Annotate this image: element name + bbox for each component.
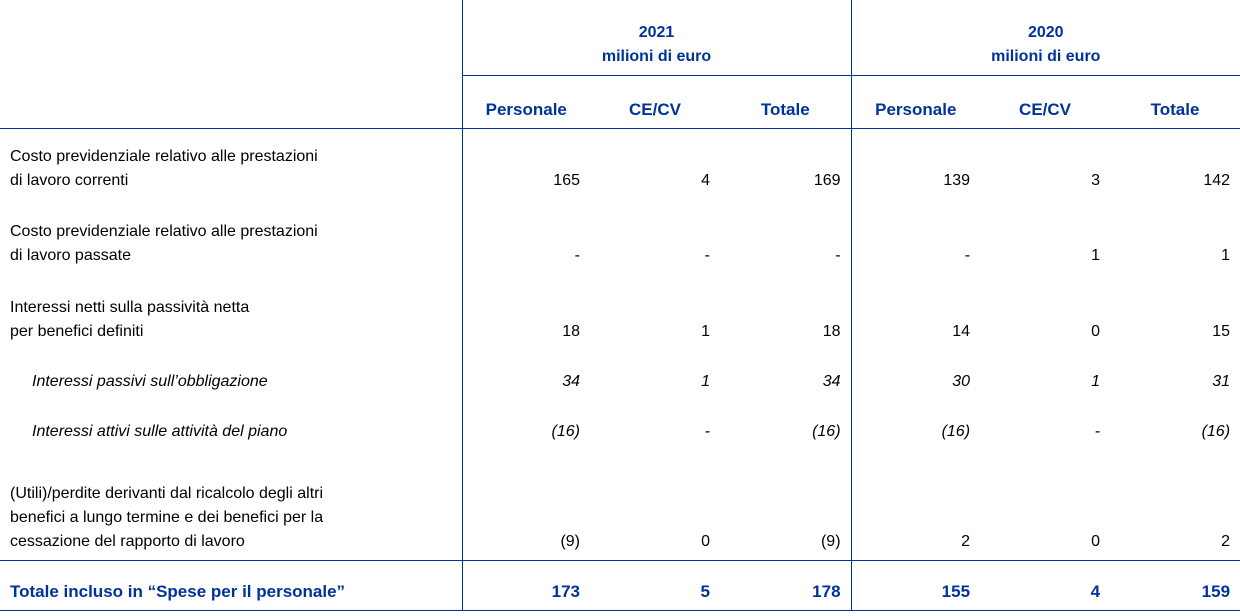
group-year: 2021 xyxy=(638,24,675,41)
cell: 18 xyxy=(461,274,590,350)
cell: 2 xyxy=(1221,533,1231,550)
group-header: 2021 milioni di euro xyxy=(461,0,852,76)
cell: 1 xyxy=(1091,373,1101,390)
cell: (16) xyxy=(1201,423,1231,440)
row-label: Costo previdenziale relativo alle presta… xyxy=(0,199,462,274)
cell: 14 xyxy=(850,274,981,350)
cell: 31 xyxy=(1212,373,1231,390)
data-row: Costo previdenziale relativo alle presta… xyxy=(0,128,1240,200)
row-label-line: benefici a lungo termine e dei benefici … xyxy=(10,509,324,526)
total-cell: 173 xyxy=(461,560,590,611)
cell: - xyxy=(704,247,710,264)
group-year: 2020 xyxy=(1027,24,1064,41)
row-label: (Utili)/perdite derivanti dal ricalcolo … xyxy=(0,450,462,561)
cell: - xyxy=(1094,423,1101,440)
row-label-line: Interessi passivi sull’obbligazione xyxy=(32,373,268,390)
cell: 1 xyxy=(701,323,710,340)
cell: 1 xyxy=(1091,247,1101,264)
row-label-line: per benefici definiti xyxy=(10,323,144,340)
column-header: CE/CV xyxy=(980,75,1111,129)
corner xyxy=(0,0,462,76)
total-row: Totale incluso in “Spese per il personal… xyxy=(0,560,1240,611)
row-label-line: Costo previdenziale relativo alle presta… xyxy=(10,223,318,240)
cell: 139 xyxy=(850,128,981,199)
cell: 15 xyxy=(1212,323,1231,340)
data-row: Interessi passivi sull’obbligazione 34 1 34… xyxy=(0,350,1240,400)
data-row: Costo previdenziale relativo alle presta… xyxy=(0,199,1240,274)
cell: 1 xyxy=(1221,247,1231,264)
cell: 3 xyxy=(1091,172,1101,189)
group-unit: milioni di euro xyxy=(991,48,1101,65)
row-label-line: cessazione del rapporto di lavoro xyxy=(10,533,245,550)
row-label-line: Interessi attivi sulle attività del pian… xyxy=(32,423,288,440)
total-label: Totale incluso in “Spese per il personal… xyxy=(0,560,462,611)
corner xyxy=(0,75,462,129)
cell: 18 xyxy=(822,323,841,340)
row-label: Interessi attivi sulle attività del pian… xyxy=(0,400,462,450)
cell: 34 xyxy=(822,373,841,390)
data-row: (Utili)/perdite derivanti dal ricalcolo … xyxy=(0,450,1240,561)
cell: - xyxy=(461,199,590,274)
row-label: Costo previdenziale relativo alle presta… xyxy=(0,129,462,200)
total-cell: 159 xyxy=(1110,560,1240,611)
total-cell: 4 xyxy=(980,560,1111,611)
cell: 0 xyxy=(701,533,710,550)
cell: 30 xyxy=(850,350,981,400)
row-label-line: (Utili)/perdite derivanti dal ricalcolo … xyxy=(10,485,324,502)
cell: - xyxy=(704,423,710,440)
cell: (16) xyxy=(850,400,981,450)
cell: 0 xyxy=(1091,323,1101,340)
cell: (9) xyxy=(461,450,590,561)
cell: 0 xyxy=(1091,533,1101,550)
cell: 2 xyxy=(850,450,981,561)
row-label-line: Costo previdenziale relativo alle presta… xyxy=(10,148,318,165)
total-cell: 155 xyxy=(850,560,981,611)
column-header: CE/CV xyxy=(590,75,720,129)
cell: (16) xyxy=(812,423,841,440)
cell: (16) xyxy=(461,400,590,450)
row-label-line: di lavoro passate xyxy=(10,247,131,264)
cell: 142 xyxy=(1203,172,1231,189)
group-unit: milioni di euro xyxy=(601,48,712,65)
row-label-line: Interessi netti sulla passività netta xyxy=(10,299,250,316)
data-row: Interessi netti sulla passività netta per… xyxy=(0,274,1240,350)
cell: 34 xyxy=(461,350,590,400)
column-header: Personale xyxy=(461,75,590,129)
cell: 165 xyxy=(461,128,590,199)
total-cell: 5 xyxy=(590,560,720,611)
row-label: Interessi passivi sull’obbligazione xyxy=(0,350,462,400)
header-row: 2021 milioni di euro 2020 milioni di euro xyxy=(0,0,1240,76)
data-row: Interessi attivi sulle attività del pian… xyxy=(0,400,1240,450)
row-label: Interessi netti sulla passività netta per… xyxy=(0,274,462,350)
cell: - xyxy=(850,199,981,274)
cell: - xyxy=(835,247,841,264)
total-cell: 178 xyxy=(720,560,852,611)
column-header: Totale xyxy=(1110,75,1240,129)
group-header: 2020 milioni di euro xyxy=(850,0,1240,76)
column-header: Personale xyxy=(850,75,981,129)
row-label-line: di lavoro correnti xyxy=(10,172,129,189)
cell: (9) xyxy=(820,533,841,550)
header-row: Personale CE/CV Totale Personale CE/CV Totale xyxy=(0,75,1240,129)
cell: 4 xyxy=(701,172,710,189)
cell: 169 xyxy=(813,172,841,189)
column-header: Totale xyxy=(720,75,852,129)
cell: 1 xyxy=(701,373,710,390)
